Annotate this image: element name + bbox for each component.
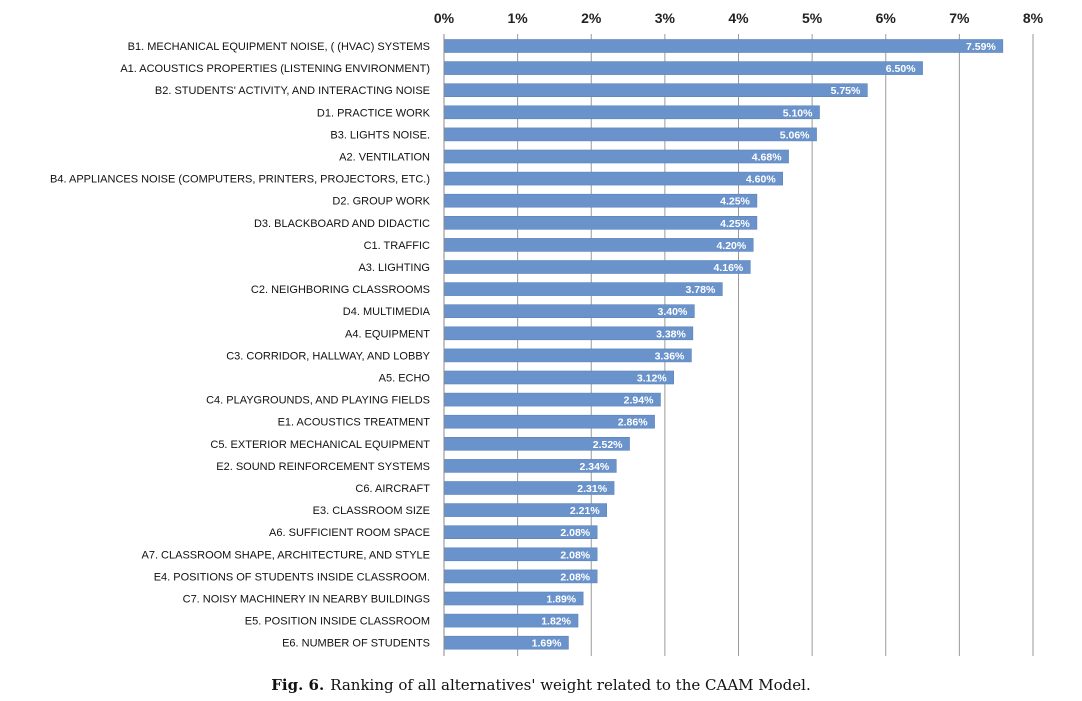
- data-label: 2.08%: [560, 571, 590, 583]
- data-label: 2.86%: [618, 417, 648, 429]
- category-label: B4. APPLIANCES NOISE (COMPUTERS, PRINTER…: [50, 174, 430, 186]
- figure-caption-text: Ranking of all alternatives' weight rela…: [330, 676, 811, 694]
- data-label: 2.52%: [593, 439, 623, 451]
- data-label: 1.69%: [532, 638, 562, 650]
- data-label: 4.16%: [713, 262, 743, 274]
- category-label: D4. MULTIMEDIA: [343, 306, 431, 318]
- data-label: 4.25%: [720, 218, 750, 230]
- data-label: 2.31%: [577, 483, 607, 495]
- data-label: 1.82%: [541, 616, 571, 628]
- category-label: C7. NOISY MACHINERY IN NEARBY BUILDINGS: [183, 594, 430, 606]
- category-label: B2. STUDENTS' ACTIVITY, AND INTERACTING …: [155, 85, 430, 97]
- bar-chart: 0% 1% 2% 3% 4% 5% 6% 7% 8% B1. MECHANICAL EQUIPME…: [50, 10, 1044, 656]
- data-label: 7.59%: [966, 41, 996, 53]
- bar: [443, 193, 758, 208]
- category-label: C1. TRAFFIC: [364, 240, 430, 252]
- data-label: 5.06%: [780, 129, 810, 141]
- data-label: 6.50%: [886, 63, 916, 75]
- category-label: D3. BLACKBOARD AND DIDACTIC: [254, 218, 430, 230]
- category-label: C4. PLAYGROUNDS, AND PLAYING FIELDS: [206, 395, 430, 407]
- data-label: 2.34%: [580, 461, 610, 473]
- bar: [443, 216, 758, 230]
- x-tick-label: 3%: [655, 10, 676, 26]
- bar: [443, 171, 783, 186]
- figure-caption: Fig. 6. Ranking of all alternatives' weig…: [0, 676, 1082, 694]
- category-label: A3. LIGHTING: [358, 262, 430, 274]
- bar: [443, 260, 751, 274]
- category-label: E2. SOUND REINFORCEMENT SYSTEMS: [216, 461, 430, 473]
- bar: [443, 127, 817, 142]
- category-label: D2. GROUP WORK: [332, 196, 430, 208]
- bar: [443, 61, 923, 75]
- category-label: A1. ACOUSTICS PROPERTIES (LISTENING ENVI…: [120, 63, 430, 75]
- category-label: B3. LIGHTS NOISE.: [330, 129, 430, 141]
- data-label: 1.89%: [546, 594, 576, 606]
- category-label: A4. EQUIPMENT: [345, 328, 430, 340]
- category-label: B1. MECHANICAL EQUIPMENT NOISE, ( (HVAC)…: [128, 41, 430, 53]
- category-label: C5. EXTERIOR MECHANICAL EQUIPMENT: [210, 439, 430, 451]
- figure-label: Fig. 6.: [271, 676, 325, 694]
- data-label: 2.94%: [624, 395, 654, 407]
- category-label: D1. PRACTICE WORK: [317, 107, 431, 119]
- data-label: 3.12%: [637, 373, 667, 385]
- bar: [443, 282, 723, 296]
- data-label: 4.68%: [752, 152, 782, 164]
- data-label: 5.10%: [783, 107, 813, 119]
- bar: [443, 105, 820, 120]
- x-tick-label: 1%: [508, 10, 529, 26]
- category-label: A6. SUFFICIENT ROOM SPACE: [269, 527, 430, 539]
- x-tick-label: 2%: [581, 10, 602, 26]
- data-label: 4.25%: [720, 196, 750, 208]
- category-label: A5. ECHO: [379, 373, 431, 385]
- data-label: 4.20%: [716, 240, 746, 252]
- bar: [443, 39, 1004, 53]
- data-label: 3.40%: [658, 306, 688, 318]
- category-label: E3. CLASSROOM SIZE: [313, 505, 430, 517]
- x-tick-label: 8%: [1023, 10, 1044, 26]
- data-label: 2.21%: [570, 505, 600, 517]
- category-label: C3. CORRIDOR, HALLWAY, AND LOBBY: [226, 350, 430, 362]
- category-label: E4. POSITIONS OF STUDENTS INSIDE CLASSRO…: [154, 571, 430, 583]
- data-label: 3.78%: [686, 284, 716, 296]
- x-tick-label: 5%: [802, 10, 823, 26]
- data-label: 2.08%: [560, 549, 590, 561]
- category-label: E5. POSITION INSIDE CLASSROOM: [245, 616, 430, 628]
- category-label: C6. AIRCRAFT: [355, 483, 430, 495]
- category-label: A7. CLASSROOM SHAPE, ARCHITECTURE, AND S…: [141, 549, 430, 561]
- x-tick-label: 4%: [728, 10, 749, 26]
- data-label: 3.38%: [656, 328, 686, 340]
- bar: [443, 238, 754, 252]
- bar: [443, 149, 789, 164]
- x-tick-label: 7%: [949, 10, 970, 26]
- category-label: A2. VENTILATION: [339, 152, 430, 164]
- bar: [443, 83, 868, 97]
- x-tick-label: 0%: [434, 10, 455, 26]
- x-tick-label: 6%: [876, 10, 897, 26]
- category-label: C2. NEIGHBORING CLASSROOMS: [251, 284, 430, 296]
- data-label: 5.75%: [831, 85, 861, 97]
- category-label: E1. ACOUSTICS TREATMENT: [278, 417, 431, 429]
- data-label: 4.60%: [746, 174, 776, 186]
- data-label: 2.08%: [560, 527, 590, 539]
- data-label: 3.36%: [655, 350, 685, 362]
- category-label: E6. NUMBER OF STUDENTS: [282, 638, 430, 650]
